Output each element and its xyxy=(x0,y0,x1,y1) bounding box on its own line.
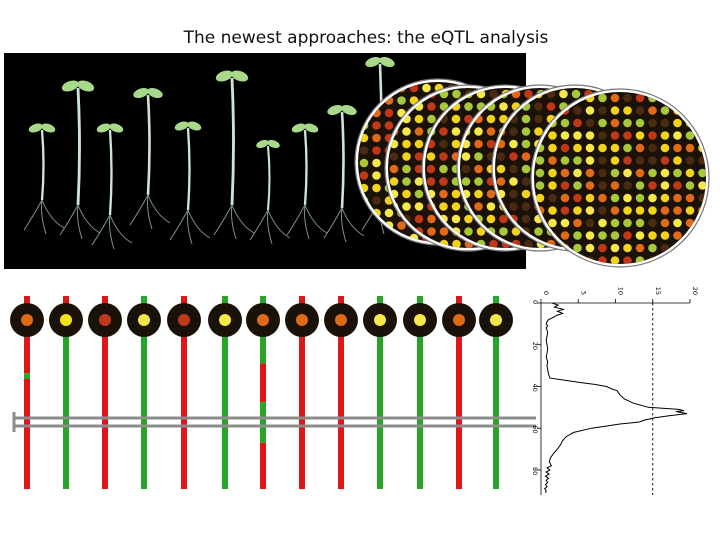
genotype-line xyxy=(49,296,83,489)
seedling xyxy=(323,104,365,243)
expression-spot-core xyxy=(414,314,426,326)
genotype-line xyxy=(324,296,358,489)
lod-top-tick-label: 15 xyxy=(654,287,662,295)
genotype-line xyxy=(127,296,161,489)
qtl-highlight-box xyxy=(12,412,536,432)
lod-top-tick-label: 5 xyxy=(579,291,587,295)
genotype-line xyxy=(10,296,44,489)
lod-left-tick-label: 60 xyxy=(531,425,539,433)
genotype-line xyxy=(403,296,437,489)
slide-title: The newest approaches: the eQTL analysis xyxy=(183,28,549,48)
seedling xyxy=(91,123,133,250)
seedling xyxy=(169,121,211,245)
genotype-panel xyxy=(10,296,513,489)
marker-segment xyxy=(417,296,423,489)
genotype-line xyxy=(363,296,397,489)
lod-left-tick-label: 80 xyxy=(531,467,539,475)
lod-top-tick-label: 0 xyxy=(542,291,550,295)
marker-segment xyxy=(456,296,462,489)
marker-segment xyxy=(102,296,108,489)
seedling xyxy=(286,123,328,240)
lod-profile-plot: 0 5 10 15 20 0 20 40 60 80 xyxy=(531,287,699,495)
expression-spot-core xyxy=(138,314,150,326)
genotype-line xyxy=(88,296,122,489)
seedling xyxy=(59,80,101,240)
seedling xyxy=(249,139,291,245)
marker-segment xyxy=(299,296,305,489)
lod-curve xyxy=(544,302,688,494)
genotype-line xyxy=(246,296,280,489)
marker-segment xyxy=(338,296,344,489)
expression-spot-core xyxy=(453,314,465,326)
marker-segment xyxy=(181,296,187,489)
marker-segment xyxy=(24,378,30,489)
lod-left-tick-label: 40 xyxy=(531,383,539,391)
expression-spot-core xyxy=(374,314,386,326)
marker-segment xyxy=(222,296,228,489)
expression-spot-core xyxy=(296,314,308,326)
marker-segment xyxy=(63,334,69,489)
lod-top-tick-label: 10 xyxy=(617,287,625,295)
expression-spot-core xyxy=(178,314,190,326)
lod-top-tick-label: 20 xyxy=(691,287,699,295)
marker-segment xyxy=(260,363,266,403)
genotype-line xyxy=(208,296,242,489)
expression-spot-core xyxy=(257,314,269,326)
genotype-line xyxy=(167,296,201,489)
seedling xyxy=(213,70,255,240)
expression-spot-core xyxy=(335,314,347,326)
marker-segment xyxy=(377,296,383,489)
genotype-line xyxy=(285,296,319,489)
lod-left-tick-label: 20 xyxy=(531,342,539,350)
marker-segment xyxy=(493,296,499,489)
expression-spot-core xyxy=(21,314,33,326)
expression-spot-core xyxy=(219,314,231,326)
marker-segment xyxy=(141,296,147,489)
marker-segment xyxy=(24,373,30,379)
seedling xyxy=(129,87,171,230)
microarray-stack xyxy=(354,78,710,268)
genotype-line xyxy=(479,296,513,489)
marker-segment xyxy=(260,442,266,489)
genotype-line xyxy=(442,296,476,489)
seedling xyxy=(23,123,65,235)
expression-spot-core xyxy=(99,314,111,326)
microarray-chip xyxy=(530,88,710,268)
marker-segment xyxy=(260,402,266,443)
lod-left-tick-label: 0 xyxy=(531,300,539,304)
expression-spot-core xyxy=(490,314,502,326)
expression-spot-core xyxy=(60,314,72,326)
